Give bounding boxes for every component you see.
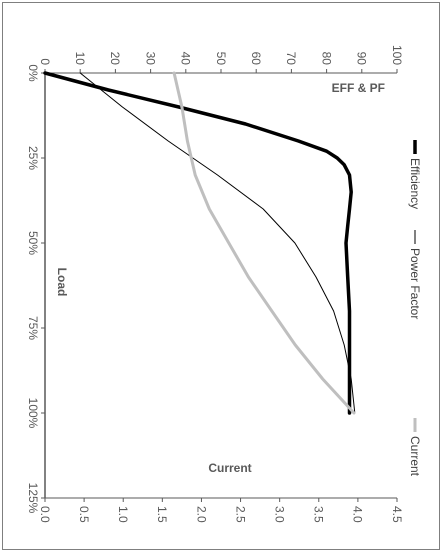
x-tick-label: 25% bbox=[26, 146, 40, 170]
left-tick-label: 80 bbox=[319, 52, 333, 66]
right-tick-label: 0.0 bbox=[38, 506, 52, 523]
left-axis-ticks: 0 10 20 30 40 50 60 70 80 90 100 bbox=[38, 45, 404, 73]
left-axis-label: EFF & PF bbox=[332, 81, 385, 95]
chart-frame bbox=[2, 2, 440, 550]
axes bbox=[44, 72, 397, 499]
x-tick-label: 125% bbox=[26, 483, 40, 514]
series-line-current bbox=[172, 71, 356, 415]
x-tick-label: 100% bbox=[26, 398, 40, 429]
left-tick-label: 70 bbox=[284, 52, 298, 66]
left-tick-label: 90 bbox=[355, 52, 369, 66]
right-tick-label: 4.0 bbox=[351, 506, 365, 523]
right-tick-label: 1.5 bbox=[155, 506, 169, 523]
left-tick-label: 100 bbox=[390, 45, 404, 65]
series-lines bbox=[43, 71, 356, 415]
left-tick-label: 0 bbox=[38, 58, 52, 65]
series-line-efficiency bbox=[43, 71, 353, 415]
legend-label: Current bbox=[408, 436, 422, 477]
right-tick-label: 3.5 bbox=[312, 506, 326, 523]
right-tick-label: 0.5 bbox=[77, 506, 91, 523]
left-tick-label: 60 bbox=[249, 52, 263, 66]
legend: Efficiency Power Factor Current bbox=[408, 140, 422, 477]
right-tick-label: 2.0 bbox=[194, 506, 208, 523]
x-axis-label: Load bbox=[55, 268, 69, 297]
right-tick-label: 2.5 bbox=[233, 506, 247, 523]
x-tick-label: 0% bbox=[26, 64, 40, 82]
left-tick-label: 20 bbox=[108, 52, 122, 66]
right-axis-label: Current bbox=[208, 461, 251, 475]
left-tick-label: 50 bbox=[214, 52, 228, 66]
legend-label: Power Factor bbox=[408, 248, 422, 319]
right-tick-label: 3.0 bbox=[272, 506, 286, 523]
right-tick-label: 1.0 bbox=[116, 506, 130, 523]
left-tick-label: 10 bbox=[73, 52, 87, 66]
legend-label: Efficiency bbox=[408, 158, 422, 209]
right-tick-label: 4.5 bbox=[390, 506, 404, 523]
right-axis-ticks: 0.0 0.5 1.0 1.5 2.0 2.5 3.0 3.5 4.0 4.5 bbox=[38, 498, 404, 523]
left-tick-label: 30 bbox=[143, 52, 157, 66]
x-tick-label: 50% bbox=[26, 231, 40, 255]
left-tick-label: 40 bbox=[179, 52, 193, 66]
x-tick-label: 75% bbox=[26, 316, 40, 340]
series-line-power-factor bbox=[79, 72, 356, 414]
x-axis-ticks: 0% 25% 50% 75% 100% 125% bbox=[26, 64, 45, 514]
